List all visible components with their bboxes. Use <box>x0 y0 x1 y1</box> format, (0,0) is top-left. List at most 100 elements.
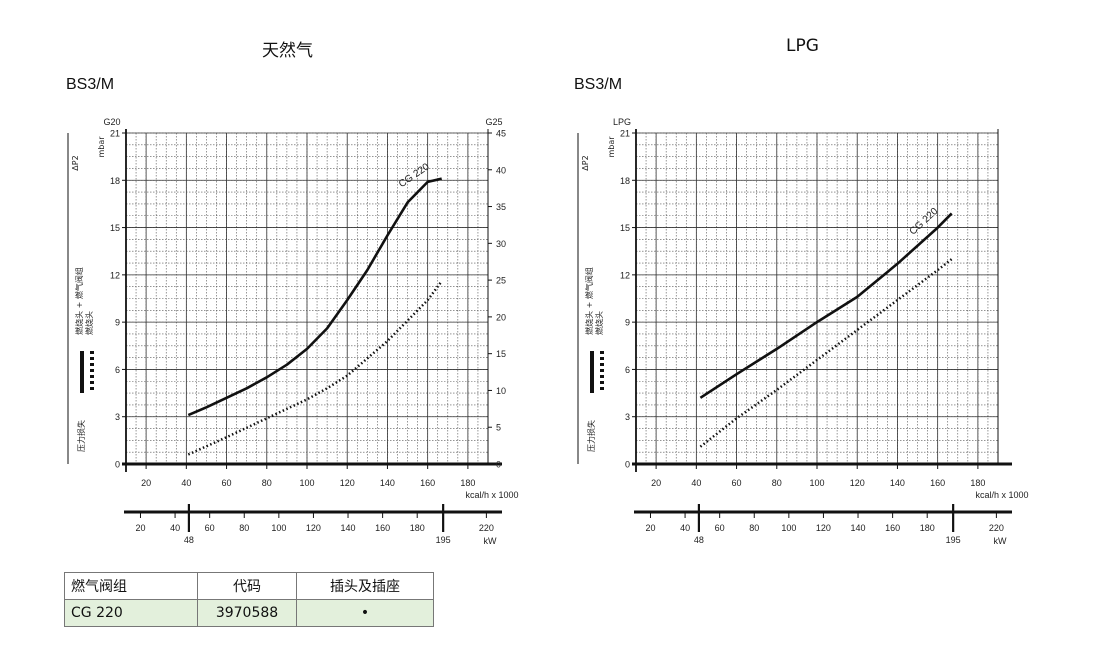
y-right-tick-label: 35 <box>496 202 506 212</box>
kw-tick-label: 220 <box>479 523 494 533</box>
series-label: CG 220 <box>908 206 941 238</box>
series-line-solid <box>187 177 442 417</box>
chart-subtitle-right: BS3/M <box>574 76 623 93</box>
y-tick-label: 18 <box>110 176 120 186</box>
kw-tick-label: 60 <box>715 523 725 533</box>
kw-tick-label: 140 <box>341 523 356 533</box>
y-right-tick-label: 40 <box>496 165 506 175</box>
x-tick-label: 180 <box>460 478 475 488</box>
y-right-tick-label: 45 <box>496 129 506 139</box>
series-line-dotted <box>187 280 443 456</box>
kw-tick-label: 160 <box>375 523 390 533</box>
y-tick-label: 6 <box>115 365 120 375</box>
chart-title-natural-gas: 天然气 <box>262 41 313 61</box>
x-tick-label: 160 <box>930 478 945 488</box>
table-header-cell: 插头及插座 <box>296 572 434 600</box>
y-tick-label: 3 <box>115 412 120 422</box>
kw-tick-label: 180 <box>410 523 425 533</box>
kw-marker-label: 195 <box>436 535 451 545</box>
x-tick-label: 180 <box>970 478 985 488</box>
y-right-tick-label: 20 <box>496 312 506 322</box>
y-tick-label: 18 <box>620 176 630 186</box>
table-row: CG 220 3970588 • <box>64 599 434 627</box>
legend-label: 燃烧头 <box>594 311 604 335</box>
chart-subtitle-left: BS3/M <box>66 76 115 93</box>
kw-tick-label: 40 <box>680 523 690 533</box>
kw-marker-label: 195 <box>946 535 961 545</box>
kw-tick-label: 80 <box>749 523 759 533</box>
x-tick-label: 40 <box>691 478 701 488</box>
kw-tick-label: 60 <box>205 523 215 533</box>
kw-tick-label: 120 <box>306 523 321 533</box>
y-tick-label: 12 <box>110 270 120 280</box>
kw-tick-label: 80 <box>239 523 249 533</box>
kw-tick-label: 120 <box>816 523 831 533</box>
y-right-tick-label: 0 <box>496 460 501 470</box>
y-tick-label: 12 <box>620 270 630 280</box>
kw-tick-label: 20 <box>645 523 655 533</box>
legend-label: 燃烧头 + 燃气阀组 <box>584 267 594 335</box>
x-tick-label: 40 <box>181 478 191 488</box>
y-tick-label: 0 <box>625 460 630 470</box>
x-tick-label: 20 <box>141 478 151 488</box>
kw-marker-label: 48 <box>694 535 704 545</box>
legend-label: 燃烧头 <box>84 311 94 335</box>
x-tick-label: 100 <box>809 478 824 488</box>
y-axis-symbol: ΔP2 <box>581 155 590 170</box>
kw-tick-label: 40 <box>170 523 180 533</box>
legend-label: 燃烧头 + 燃气阀组 <box>74 267 84 335</box>
series-label: CG 220 <box>397 161 432 190</box>
right-axis-label: G25 <box>485 117 502 127</box>
chart-title-lpg: LPG <box>786 36 819 56</box>
kw-tick-label: 100 <box>271 523 286 533</box>
gas-valve-table: 燃气阀组 代码 插头及插座 CG 220 3970588 • <box>64 572 434 627</box>
kw-tick-label: 20 <box>135 523 145 533</box>
x-tick-label: 160 <box>420 478 435 488</box>
table-cell: • <box>296 599 434 627</box>
y-right-tick-label: 15 <box>496 349 506 359</box>
x-tick-label: 20 <box>651 478 661 488</box>
y-right-tick-label: 25 <box>496 276 506 286</box>
y-axis-label: 压力损失 <box>586 420 596 452</box>
left-axis-label: LPG <box>613 117 631 127</box>
x-tick-label: 80 <box>262 478 272 488</box>
table-cell: CG 220 <box>64 599 198 627</box>
x-tick-label: 120 <box>850 478 865 488</box>
y-tick-label: 9 <box>115 318 120 328</box>
kw-tick-label: 160 <box>885 523 900 533</box>
kw-tick-label: 100 <box>781 523 796 533</box>
y-tick-label: 9 <box>625 318 630 328</box>
y-right-tick-label: 30 <box>496 239 506 249</box>
y-axis-unit: mbar <box>97 136 106 158</box>
x-tick-label: 60 <box>222 478 232 488</box>
table-header-row: 燃气阀组 代码 插头及插座 <box>64 572 434 600</box>
x-tick-label: 80 <box>772 478 782 488</box>
y-tick-label: 3 <box>625 412 630 422</box>
kw-axis-label: kW <box>484 536 498 546</box>
table-header-cell: 代码 <box>197 572 297 600</box>
table-cell: 3970588 <box>197 599 297 627</box>
x-axis-label: kcal/h x 1000 <box>465 490 518 500</box>
kw-marker-label: 48 <box>184 535 194 545</box>
kw-axis-label: kW <box>994 536 1008 546</box>
y-axis-symbol: ΔP2 <box>71 155 80 170</box>
x-tick-label: 120 <box>340 478 355 488</box>
series-line-solid <box>699 212 953 399</box>
x-axis-label: kcal/h x 1000 <box>975 490 1028 500</box>
y-tick-label: 15 <box>620 223 630 233</box>
kw-tick-label: 140 <box>851 523 866 533</box>
kw-tick-label: 180 <box>920 523 935 533</box>
y-axis-unit: mbar <box>607 136 616 158</box>
kw-tick-label: 220 <box>989 523 1004 533</box>
series-line-dotted <box>699 258 953 448</box>
x-tick-label: 60 <box>732 478 742 488</box>
y-right-tick-label: 10 <box>496 386 506 396</box>
x-tick-label: 100 <box>299 478 314 488</box>
left-axis-label: G20 <box>103 117 120 127</box>
y-tick-label: 0 <box>115 460 120 470</box>
y-tick-label: 21 <box>110 129 120 139</box>
y-right-tick-label: 5 <box>496 423 501 433</box>
y-axis-label: 压力损失 <box>76 420 86 452</box>
y-tick-label: 21 <box>620 129 630 139</box>
